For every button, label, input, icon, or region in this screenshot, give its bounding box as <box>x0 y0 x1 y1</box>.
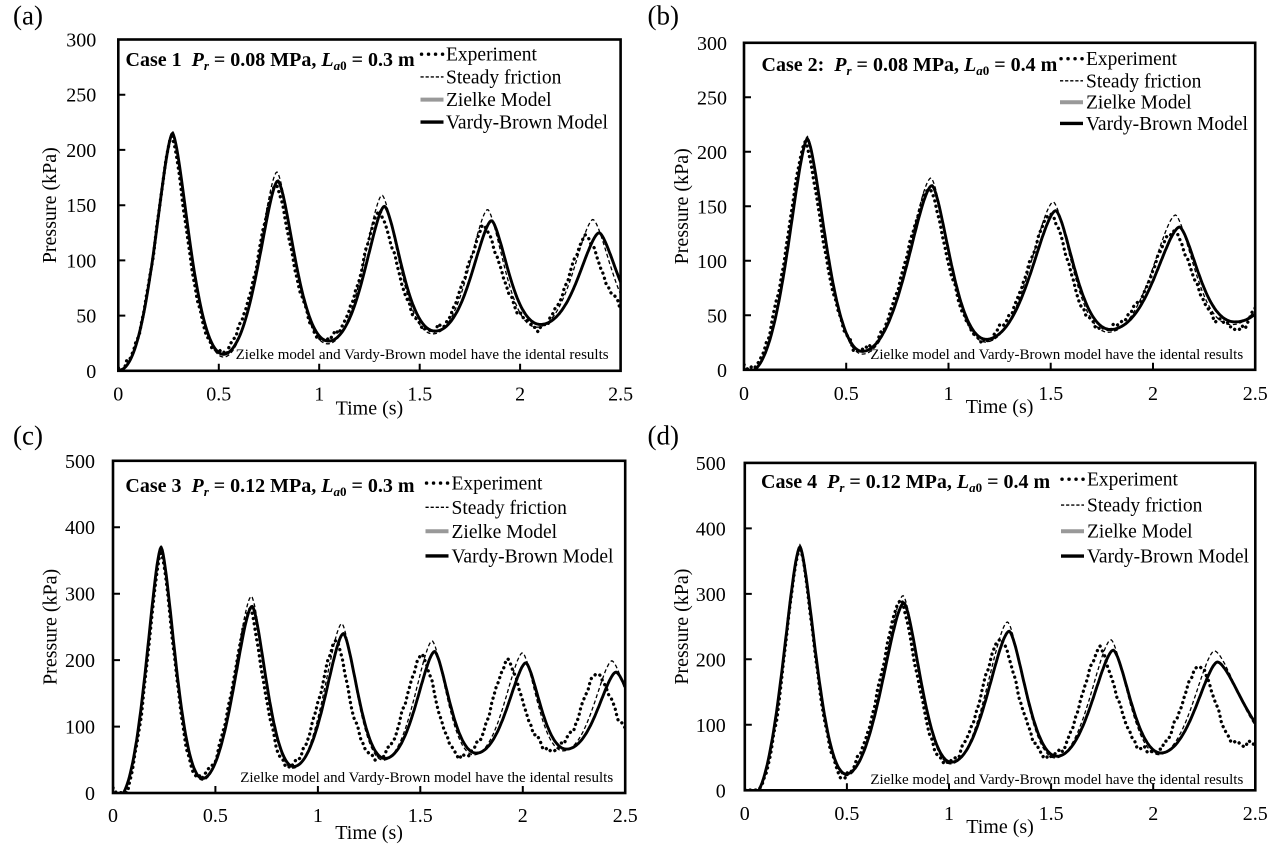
svg-text:Zielke Model: Zielke Model <box>1087 522 1193 543</box>
svg-text:2.5: 2.5 <box>1243 803 1268 825</box>
svg-text:Experiment: Experiment <box>1087 470 1179 491</box>
svg-text:Zielke model and Vardy-Brown m: Zielke model and Vardy-Brown model have … <box>870 347 1243 363</box>
svg-text:Experiment: Experiment <box>1086 49 1178 70</box>
svg-text:100: 100 <box>696 715 726 737</box>
svg-text:1: 1 <box>944 803 954 825</box>
svg-text:Pressure (kPa): Pressure (kPa) <box>671 148 693 264</box>
svg-text:Steady friction: Steady friction <box>452 498 568 519</box>
svg-text:Zielke Model: Zielke Model <box>446 90 552 111</box>
svg-text:0: 0 <box>717 360 727 382</box>
svg-text:300: 300 <box>66 30 96 52</box>
svg-text:Zielke Model: Zielke Model <box>452 522 558 543</box>
svg-text:Case 3 Pr = 0.12 MPa, La0 = 0: Case 3 Pr = 0.12 MPa, La0 = 0.3 m <box>125 475 415 499</box>
svg-text:0: 0 <box>108 805 118 827</box>
svg-text:Vardy-Brown Model: Vardy-Brown Model <box>1087 547 1250 568</box>
svg-text:0: 0 <box>716 780 726 802</box>
svg-text:0: 0 <box>113 384 123 406</box>
svg-text:200: 200 <box>697 142 727 164</box>
svg-text:0.5: 0.5 <box>206 384 231 406</box>
svg-text:0: 0 <box>740 803 750 825</box>
svg-text:Time (s): Time (s) <box>966 396 1034 418</box>
svg-text:1: 1 <box>313 805 323 827</box>
svg-text:Time (s): Time (s) <box>335 822 403 844</box>
svg-text:2.5: 2.5 <box>608 384 633 406</box>
svg-text:2: 2 <box>1148 803 1158 825</box>
svg-text:2.5: 2.5 <box>1243 383 1268 405</box>
svg-text:1.5: 1.5 <box>1039 803 1064 825</box>
svg-text:200: 200 <box>696 649 726 671</box>
svg-text:100: 100 <box>65 717 95 739</box>
svg-text:(a): (a) <box>13 1 43 31</box>
svg-text:0: 0 <box>85 783 95 805</box>
svg-text:100: 100 <box>66 250 96 272</box>
svg-text:500: 500 <box>696 453 726 475</box>
svg-text:Time (s): Time (s) <box>966 816 1034 838</box>
svg-text:300: 300 <box>65 584 95 606</box>
svg-text:2: 2 <box>515 384 525 406</box>
svg-text:0.5: 0.5 <box>834 383 859 405</box>
svg-text:Zielke Model: Zielke Model <box>1086 93 1192 114</box>
svg-text:Time (s): Time (s) <box>336 398 404 420</box>
svg-text:2.5: 2.5 <box>613 805 638 827</box>
svg-text:Case 2: Pr = 0.08 MPa, La0 =: Case 2: Pr = 0.08 MPa, La0 = 0.4 m <box>762 54 1058 78</box>
svg-text:100: 100 <box>697 251 727 273</box>
svg-text:200: 200 <box>65 650 95 672</box>
svg-text:400: 400 <box>696 518 726 540</box>
svg-text:250: 250 <box>66 85 96 107</box>
svg-text:500: 500 <box>65 451 95 473</box>
svg-text:1: 1 <box>944 383 954 405</box>
svg-text:Steady friction: Steady friction <box>1086 71 1202 92</box>
svg-text:1.5: 1.5 <box>1038 383 1063 405</box>
svg-text:Case 4 Pr = 0.12 MPa, La0 = 0: Case 4 Pr = 0.12 MPa, La0 = 0.4 m <box>761 471 1051 495</box>
svg-text:300: 300 <box>697 33 727 55</box>
svg-text:1.5: 1.5 <box>408 805 433 827</box>
svg-text:Experiment: Experiment <box>446 45 538 66</box>
svg-text:Zielke model and Vardy-Brown m: Zielke model and Vardy-Brown model have … <box>240 770 613 786</box>
svg-text:1.5: 1.5 <box>407 384 432 406</box>
svg-text:Pressure (kPa): Pressure (kPa) <box>671 569 693 685</box>
svg-text:0: 0 <box>739 383 749 405</box>
svg-text:150: 150 <box>697 196 727 218</box>
svg-text:Vardy-Brown Model: Vardy-Brown Model <box>452 546 615 567</box>
svg-text:Steady friction: Steady friction <box>1087 496 1203 517</box>
svg-text:300: 300 <box>696 584 726 606</box>
svg-text:0: 0 <box>86 361 96 383</box>
svg-text:(d): (d) <box>648 421 679 451</box>
svg-text:(c): (c) <box>13 421 43 451</box>
svg-text:Case 1 Pr = 0.08 MPa, La0 = 0: Case 1 Pr = 0.08 MPa, La0 = 0.3 m <box>126 49 416 73</box>
svg-text:Zielke model and Vardy-Brown m: Zielke model and Vardy-Brown model have … <box>870 772 1243 788</box>
svg-text:Steady friction: Steady friction <box>446 67 562 88</box>
svg-text:Pressure (kPa): Pressure (kPa) <box>39 147 61 263</box>
svg-text:Vardy-Brown Model: Vardy-Brown Model <box>446 113 609 134</box>
svg-text:Zielke model and Vardy-Brown m: Zielke model and Vardy-Brown model have … <box>236 347 609 363</box>
svg-text:0.5: 0.5 <box>203 805 228 827</box>
svg-text:250: 250 <box>697 87 727 109</box>
svg-text:0.5: 0.5 <box>834 803 859 825</box>
svg-text:(b): (b) <box>648 1 679 31</box>
svg-text:Vardy-Brown Model: Vardy-Brown Model <box>1086 114 1249 135</box>
svg-text:2: 2 <box>1148 383 1158 405</box>
svg-text:Experiment: Experiment <box>452 474 544 495</box>
svg-text:150: 150 <box>66 195 96 217</box>
svg-text:2: 2 <box>518 805 528 827</box>
svg-text:50: 50 <box>76 306 96 328</box>
svg-text:50: 50 <box>707 305 727 327</box>
svg-text:400: 400 <box>65 517 95 539</box>
svg-text:Pressure (kPa): Pressure (kPa) <box>40 569 62 685</box>
svg-text:200: 200 <box>66 140 96 162</box>
svg-text:1: 1 <box>314 384 324 406</box>
